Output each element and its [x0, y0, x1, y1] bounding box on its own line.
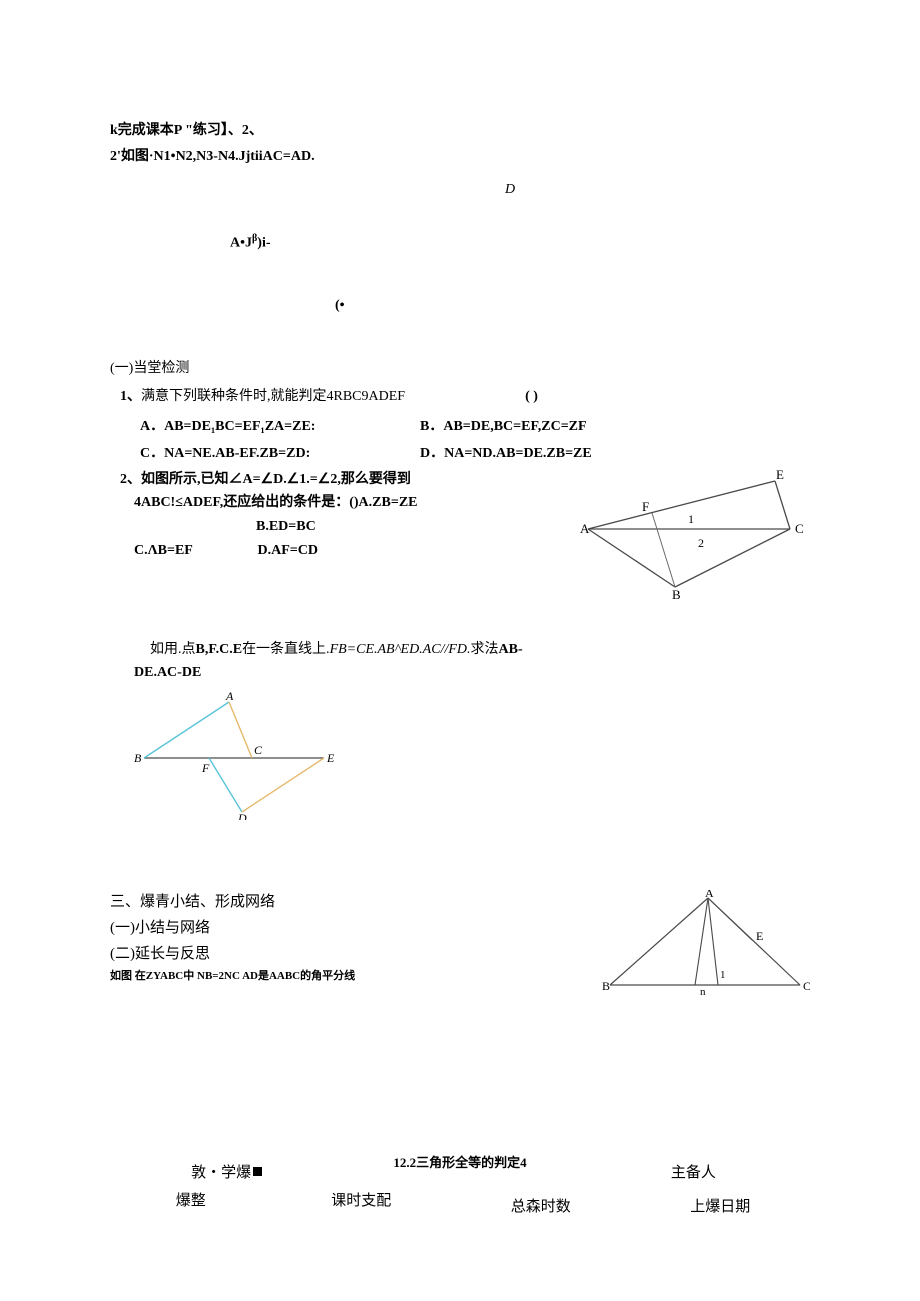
document-content: k完成课本P "练习】、2、 2'如图·N1•N2,N3-N4.JjtiiAC=… — [0, 0, 920, 1263]
fig2-label-f: F — [201, 761, 210, 775]
figure-rhombus: A B F C E D — [134, 690, 810, 820]
question-3: 如用.点B,F.C.E在一条直线上.FB=CE.AB^ED.AC//FD.求法A… — [110, 639, 810, 820]
q2-opt-b: B.ED=BC — [256, 516, 570, 538]
fig1-label-e: E — [776, 469, 784, 482]
fig1-label-a: A — [580, 521, 590, 536]
top-line-2: 2'如图·N1•N2,N3-N4.JjtiiAC=AD. — [110, 146, 810, 168]
fig2-label-b: B — [134, 751, 142, 765]
fig3-label-c: C — [803, 979, 810, 993]
q1-opt-d: D．NA=ND.AB=DE.ZB=ZE — [420, 443, 810, 465]
fig2-label-d: D — [237, 811, 247, 820]
footer-r2c4: 上爆日期 — [631, 1189, 810, 1219]
q1-opt-c: C．NA=NE.AB-EF.ZB=ZD: — [140, 443, 420, 465]
q1-text: 满意下列联种条件时,就能判定4RBC9ADEF — [141, 386, 405, 408]
top-letter-d: D — [110, 179, 810, 201]
q1-paren: ( ) — [525, 386, 538, 408]
q3-text-tail2: AB- — [499, 642, 523, 657]
fig1-label-1: 1 — [688, 512, 694, 526]
fig1-label-f: F — [642, 499, 649, 514]
q3-text-pre: 如用.点 — [150, 642, 196, 657]
q2-opt-d: D.AF=CD — [258, 540, 378, 562]
fig3-label-b: B — [602, 979, 610, 993]
q2-num: 2、 — [120, 472, 141, 487]
footer-r1c2: 12.2三角形全等的判定4 — [343, 1153, 576, 1185]
question-2: 2、如图所示,已知∠A=∠D.∠1.=∠2,那么要得到 4ABC!≤ADEF,还… — [110, 469, 810, 599]
q2-opt-c: C.ΛB=EF — [134, 540, 254, 562]
fig3-label-a: A — [705, 890, 714, 900]
q3-text-mid2: 在一条直线上. — [242, 642, 330, 657]
fig2-label-c: C — [254, 743, 263, 757]
q1-num: 1、 — [120, 389, 141, 404]
q1-opt-a: A．AB=DE₁BC=EF₁ZA=ZE: — [140, 416, 420, 438]
sec3-cutoff: 如图 在ZYABC中 NB=2NC AD是AABC的角平分线 — [110, 968, 600, 982]
fig1-label-c: C — [795, 521, 804, 536]
fig3-label-n: n — [700, 986, 706, 995]
sec3-sub1: (一)小结与网络 — [110, 916, 600, 940]
footer-r2c3: 总森时数 — [451, 1189, 630, 1219]
q3-text-mid: B,F.C.E — [196, 642, 243, 657]
footer-table: 敦・学爆 12.2三角形全等的判定4 主备人 爆整 课时支配 总森时数 上爆日期 — [110, 1153, 810, 1219]
sec3-sub2: (二)延长与反思 — [110, 942, 600, 966]
fig2-label-e: E — [326, 751, 334, 765]
q2-line2: 4ABC!≤ADEF,还应给出的条件是：()A.ZB=ZE — [134, 492, 570, 514]
top-expression: A•Jβ)i- — [110, 231, 810, 255]
quiz-heading: (一)当堂检测 — [110, 358, 810, 380]
figure-triangle-1: A B C E F 1 2 — [580, 469, 810, 599]
q2-line1: 如图所示,已知∠A=∠D.∠1.=∠2,那么要得到 — [141, 472, 411, 487]
q3-text-it: FB=CE.AB^ED.AC//FD. — [330, 642, 471, 657]
sec3-title: 三、爆青小结、形成网络 — [110, 890, 600, 914]
footer-r1c1: 敦・学爆 — [110, 1153, 343, 1185]
question-1: 1、满意下列联种条件时,就能判定4RBC9ADEF ( ) — [120, 386, 810, 408]
q1-opt-b: B．AB=DE,BC=EF,ZC=ZF — [420, 416, 810, 438]
top-paren: (• — [110, 295, 810, 317]
footer-r1c3: 主备人 — [577, 1153, 810, 1185]
expr-part1: A•J — [230, 236, 252, 251]
fig3-label-1: 1 — [720, 969, 726, 981]
fig3-label-e: E — [756, 929, 763, 943]
footer-r2c1: 爆整 — [110, 1189, 272, 1219]
fig2-label-a: A — [225, 690, 234, 703]
q3-line2: DE.AC-DE — [134, 662, 810, 684]
footer-r2c2: 课时支配 — [272, 1189, 451, 1219]
q3-text-tail: 求法 — [471, 642, 499, 657]
q1-options: A．AB=DE₁BC=EF₁ZA=ZE: B．AB=DE,BC=EF,ZC=ZF… — [140, 416, 810, 465]
top-line-1: k完成课本P "练习】、2、 — [110, 120, 810, 142]
expr-tail: )i- — [257, 236, 270, 251]
fig1-label-b: B — [672, 587, 681, 599]
fig1-label-2: 2 — [698, 536, 704, 550]
square-icon — [253, 1167, 262, 1176]
section-3: 三、爆青小结、形成网络 (一)小结与网络 (二)延长与反思 如图 在ZYABC中… — [110, 890, 810, 1003]
figure-triangle-2: A B C E n 1 — [600, 890, 810, 1003]
